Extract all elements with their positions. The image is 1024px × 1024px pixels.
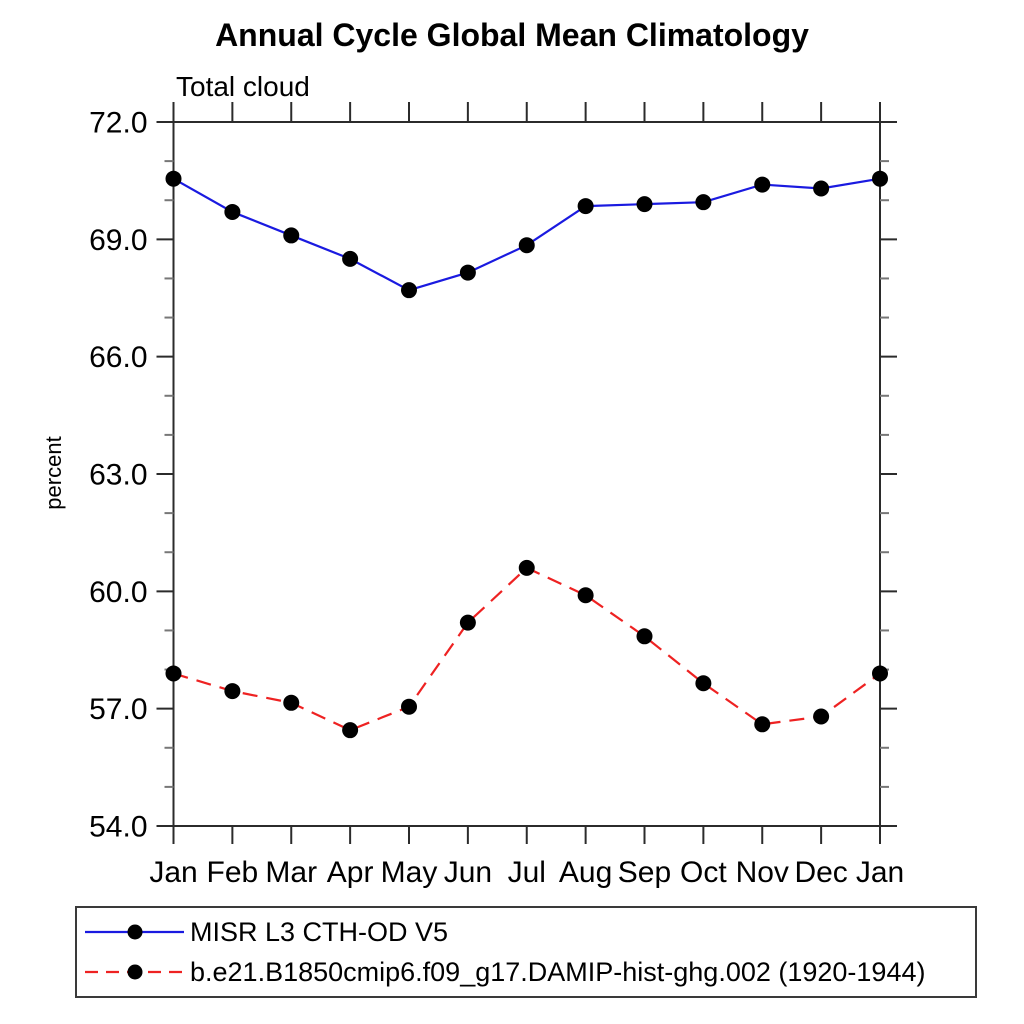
data-point-marker (342, 722, 359, 739)
legend-box: MISR L3 CTH-OD V5 b.e21.B1850cmip6.f09_g… (75, 906, 977, 998)
series-line-1 (173, 566, 881, 732)
data-point-marker (165, 170, 182, 187)
chart-title: Annual Cycle Global Mean Climatology (215, 17, 809, 53)
legend-item-misr: MISR L3 CTH-OD V5 (80, 912, 975, 952)
legend-marker-icon (127, 964, 143, 980)
legend-marker-icon (127, 924, 143, 940)
data-point-marker (577, 587, 594, 604)
data-point-marker (401, 282, 417, 299)
y-tick-label: 66.0 (89, 341, 147, 374)
x-tick-label: Jan (856, 856, 904, 889)
data-point-marker (813, 180, 830, 197)
legend-item-model: b.e21.B1850cmip6.f09_g17.DAMIP-hist-ghg.… (80, 952, 975, 992)
y-tick-label: 60.0 (89, 576, 147, 609)
x-tick-label: Jul (508, 856, 546, 889)
x-tick-label: Jun (444, 856, 492, 889)
series-line-0 (172, 177, 881, 292)
plot-frame (172, 121, 881, 827)
x-tick-label: Dec (794, 856, 847, 889)
data-point-marker (459, 614, 476, 631)
y-tick-label: 72.0 (89, 107, 147, 140)
legend-line-sample-solid (85, 924, 184, 940)
data-point-marker (636, 628, 653, 645)
x-tick-label: Jan (149, 856, 197, 889)
legend-label: MISR L3 CTH-OD V5 (190, 916, 449, 947)
legend-line-sample-dashed (85, 964, 184, 980)
data-point-marker (518, 559, 535, 576)
data-point-marker (459, 264, 476, 281)
y-tick-label: 57.0 (89, 693, 147, 726)
x-tick-label: Oct (680, 856, 727, 889)
data-point-marker (518, 237, 535, 254)
data-point-marker (695, 675, 712, 692)
x-tick-label: Nov (736, 856, 789, 889)
x-tick-label: Mar (265, 856, 317, 889)
x-tick-label: Feb (207, 856, 259, 889)
x-tick-label: May (381, 856, 438, 889)
x-tick-label: Sep (618, 856, 671, 889)
data-point-marker (872, 665, 888, 682)
data-point-marker (401, 698, 417, 715)
data-point-marker (224, 203, 241, 220)
y-tick-label: 63.0 (89, 459, 147, 492)
data-point-marker (342, 250, 359, 267)
data-point-marker (283, 694, 300, 711)
data-point-marker (695, 194, 712, 211)
x-tick-label: Aug (559, 856, 612, 889)
data-point-marker (813, 708, 830, 725)
data-point-marker (872, 170, 888, 187)
y-tick-label: 54.0 (89, 811, 147, 844)
data-point-marker (224, 683, 241, 700)
x-tick-label: Apr (327, 856, 374, 889)
data-point-marker (165, 665, 182, 682)
chart-subtitle: Total cloud (176, 71, 310, 102)
y-tick-label: 69.0 (89, 224, 147, 257)
data-point-marker (636, 196, 653, 213)
data-point-marker (754, 176, 771, 193)
data-point-marker (283, 227, 300, 244)
data-point-marker (754, 716, 771, 733)
legend-label: b.e21.B1850cmip6.f09_g17.DAMIP-hist-ghg.… (190, 956, 926, 987)
data-point-marker (577, 198, 594, 215)
